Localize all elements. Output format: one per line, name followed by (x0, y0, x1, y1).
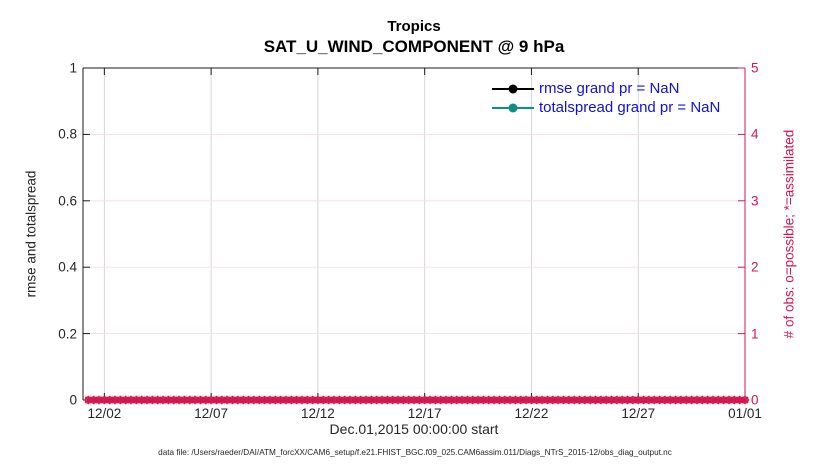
right-y-tick-label: 3 (751, 193, 759, 209)
right-axis-label: # of obs: o=possible; *=assimilated (781, 129, 797, 339)
legend-item-rmse: rmse grand pr = NaN (492, 79, 720, 98)
legend: rmse grand pr = NaN totalspread grand pr… (492, 79, 720, 117)
data-file-path: data file: /Users/raeder/DAI/ATM_forcXX/… (158, 448, 672, 457)
left-y-tick-label: 0.6 (58, 193, 77, 209)
left-y-tick-label: 0.8 (58, 126, 77, 142)
right-y-tick-label: 5 (751, 60, 759, 76)
legend-item-totalspread: totalspread grand pr = NaN (492, 98, 720, 117)
rmse-dot-icon (508, 84, 518, 93)
x-tick-label: 12/22 (514, 406, 549, 421)
x-tick-label: 12/27 (621, 406, 656, 421)
x-tick-label: 12/07 (194, 406, 229, 421)
x-tick-label: 12/12 (300, 406, 335, 421)
left-y-tick-label: 0.2 (58, 326, 77, 342)
rmse-line-marker-icon (492, 84, 534, 93)
x-axis-label: Dec.01,2015 00:00:00 start (329, 421, 499, 437)
right-y-tick-label: 1 (751, 326, 759, 342)
left-axis-label: rmse and totalspread (23, 170, 39, 298)
legend-label-rmse: rmse grand pr = NaN (539, 80, 680, 97)
right-y-tick-label: 2 (751, 259, 759, 275)
totalspread-dot-icon (508, 103, 518, 112)
left-y-tick-label: 0 (69, 392, 77, 408)
right-y-tick-label: 4 (751, 126, 759, 142)
left-y-tick-label: 1 (69, 60, 77, 76)
right-y-tick-label: 0 (751, 392, 759, 408)
totalspread-line-marker-icon (492, 103, 534, 112)
x-tick-label: 12/17 (407, 406, 442, 421)
x-tick-label: 01/01 (728, 406, 762, 421)
left-y-tick-label: 0.4 (58, 259, 77, 275)
plot-subtitle: SAT_U_WIND_COMPONENT @ 9 hPa (263, 37, 565, 56)
plot-title: Tropics (387, 18, 441, 35)
legend-label-totalspread: totalspread grand pr = NaN (539, 99, 721, 116)
x-tick-label: 12/02 (87, 406, 122, 421)
